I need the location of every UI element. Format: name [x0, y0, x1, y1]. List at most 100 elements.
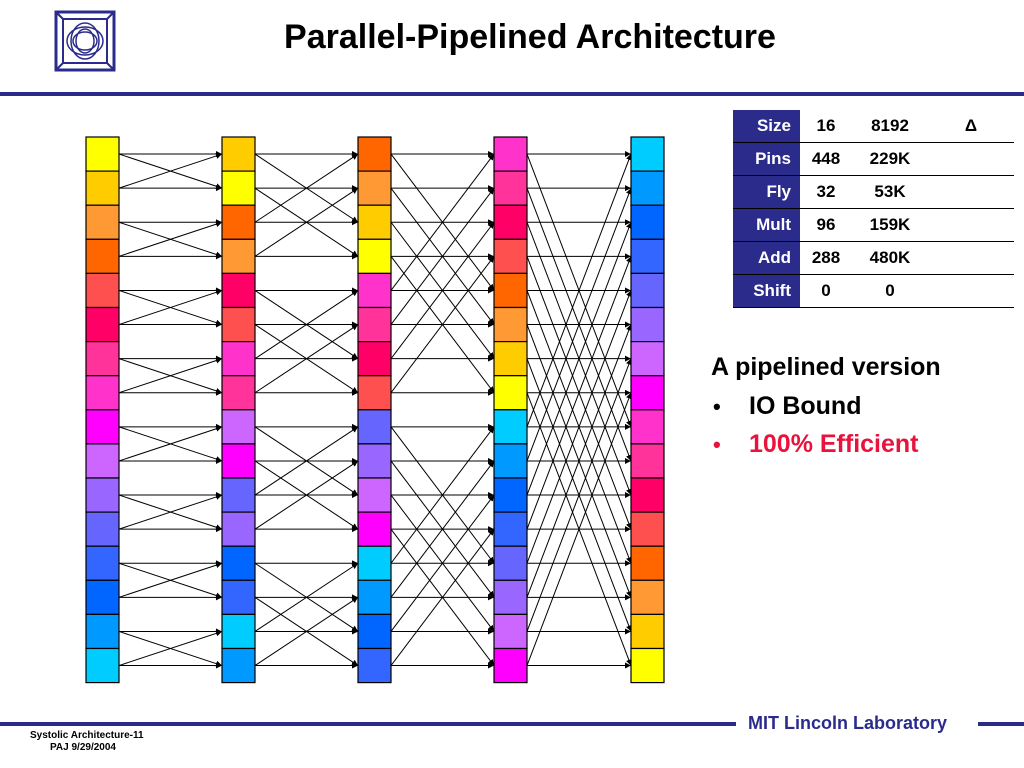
stage-cell — [493, 341, 528, 377]
stage-cell — [493, 409, 528, 445]
stage-cell — [630, 409, 665, 445]
stage-cell — [221, 579, 256, 615]
stage-cell — [85, 375, 120, 411]
butterfly-connection — [526, 222, 632, 496]
stage-cell — [630, 136, 665, 172]
lab-name: MIT Lincoln Laboratory — [748, 713, 948, 733]
stage-cell — [357, 170, 392, 206]
stage-cell — [357, 306, 392, 343]
butterfly-connection — [526, 290, 632, 564]
stage-cell — [85, 443, 120, 479]
butterfly-connection — [254, 460, 359, 530]
stage-cell — [493, 170, 528, 206]
stage-cell — [85, 511, 120, 547]
stage-cell — [85, 341, 120, 377]
butterfly-connection — [526, 324, 632, 598]
stage-cell — [357, 613, 392, 650]
stage-cell — [630, 306, 665, 343]
stage-cell — [493, 272, 528, 309]
stage-cell — [221, 238, 256, 275]
stage-cell — [221, 613, 256, 650]
butterfly-connection — [526, 358, 632, 632]
stage-cell — [221, 306, 256, 343]
cell-value: 0 — [800, 274, 852, 308]
stage-cell — [357, 375, 392, 411]
page-title: Parallel-Pipelined Architecture — [284, 18, 776, 56]
stage-cell — [221, 477, 256, 513]
row-label: Add — [733, 241, 800, 275]
butterfly-connection — [390, 153, 495, 291]
butterfly-connection — [254, 187, 359, 257]
butterfly-connection — [118, 494, 223, 530]
stage-cell — [493, 613, 528, 650]
stage-cell — [357, 477, 392, 513]
stage-cell — [357, 647, 392, 684]
butterfly-connection — [254, 324, 359, 394]
cell-value: 480K — [852, 241, 928, 275]
stage-cell — [85, 170, 120, 206]
cell-value: 16 — [800, 110, 852, 143]
butterfly-connection — [118, 425, 223, 462]
stage-cell — [357, 409, 392, 445]
top-divider — [0, 92, 1024, 96]
stage-cell — [85, 306, 120, 343]
stage-cell — [630, 204, 665, 240]
stage-cell — [493, 306, 528, 343]
stage-cell — [85, 647, 120, 684]
row-label: Size — [733, 110, 800, 143]
stage-cell — [630, 647, 665, 684]
stage-cell — [493, 204, 528, 240]
butterfly-connection — [118, 630, 223, 667]
stage-cell — [630, 511, 665, 547]
cell-value: 448 — [800, 142, 852, 176]
butterfly-connection — [254, 426, 359, 496]
stage-cell — [493, 579, 528, 615]
stage-cell — [493, 545, 528, 581]
butterfly-connection — [254, 290, 359, 360]
stage-cell — [221, 443, 256, 479]
cell-value: 288 — [800, 241, 852, 275]
stage-cell — [357, 545, 392, 581]
butterfly-connection — [118, 357, 223, 394]
stage-cell — [493, 477, 528, 513]
butterfly-connection — [526, 392, 632, 666]
stage-cell — [630, 375, 665, 411]
bullet-text: 100% Efficient — [749, 430, 919, 458]
footer-info: Systolic Architecture-11 PAJ 9/29/2004 — [30, 730, 144, 754]
cell-value — [928, 175, 1014, 209]
cell-value: 229K — [852, 142, 928, 176]
row-label: Pins — [733, 142, 800, 176]
stage-cell — [357, 204, 392, 240]
stage-cell — [630, 579, 665, 615]
stats-row: Pins 448 229K — [733, 142, 1014, 176]
butterfly-connection — [254, 153, 359, 223]
bullet-text: IO Bound — [749, 392, 862, 420]
stage-cell — [221, 341, 256, 377]
stats-table: Size 16 8192 Δ Pins 448 229K Fly 32 53K Mult 96 159K… — [733, 110, 1014, 308]
row-label: Fly — [733, 175, 800, 209]
cell-value — [928, 208, 1014, 242]
stage-cell — [630, 443, 665, 479]
stats-row: Size 16 8192 Δ — [733, 110, 1014, 143]
stats-row: Fly 32 53K — [733, 175, 1014, 209]
stage-cell — [357, 511, 392, 547]
stage-cell — [493, 511, 528, 547]
stage-cell — [357, 238, 392, 275]
butterfly-connection — [390, 528, 495, 666]
butterfly-connection — [390, 460, 495, 598]
bullet-dot-icon: • — [713, 393, 721, 419]
slide-id: Systolic Architecture-11 — [30, 730, 144, 741]
stage-cell — [221, 511, 256, 547]
butterfly-connection — [390, 256, 495, 394]
stage-cell — [221, 409, 256, 445]
cell-value: 0 — [852, 274, 928, 308]
stats-row: Mult 96 159K — [733, 208, 1014, 242]
butterfly-connection — [118, 221, 223, 257]
cell-value — [928, 241, 1014, 275]
bullet-dot-icon: • — [713, 431, 721, 457]
stage-cell — [221, 272, 256, 309]
author-date: PAJ 9/29/2004 — [50, 742, 116, 753]
butterfly-connection — [526, 187, 632, 462]
stage-cell — [630, 477, 665, 513]
cell-value: 8192 — [852, 110, 928, 143]
